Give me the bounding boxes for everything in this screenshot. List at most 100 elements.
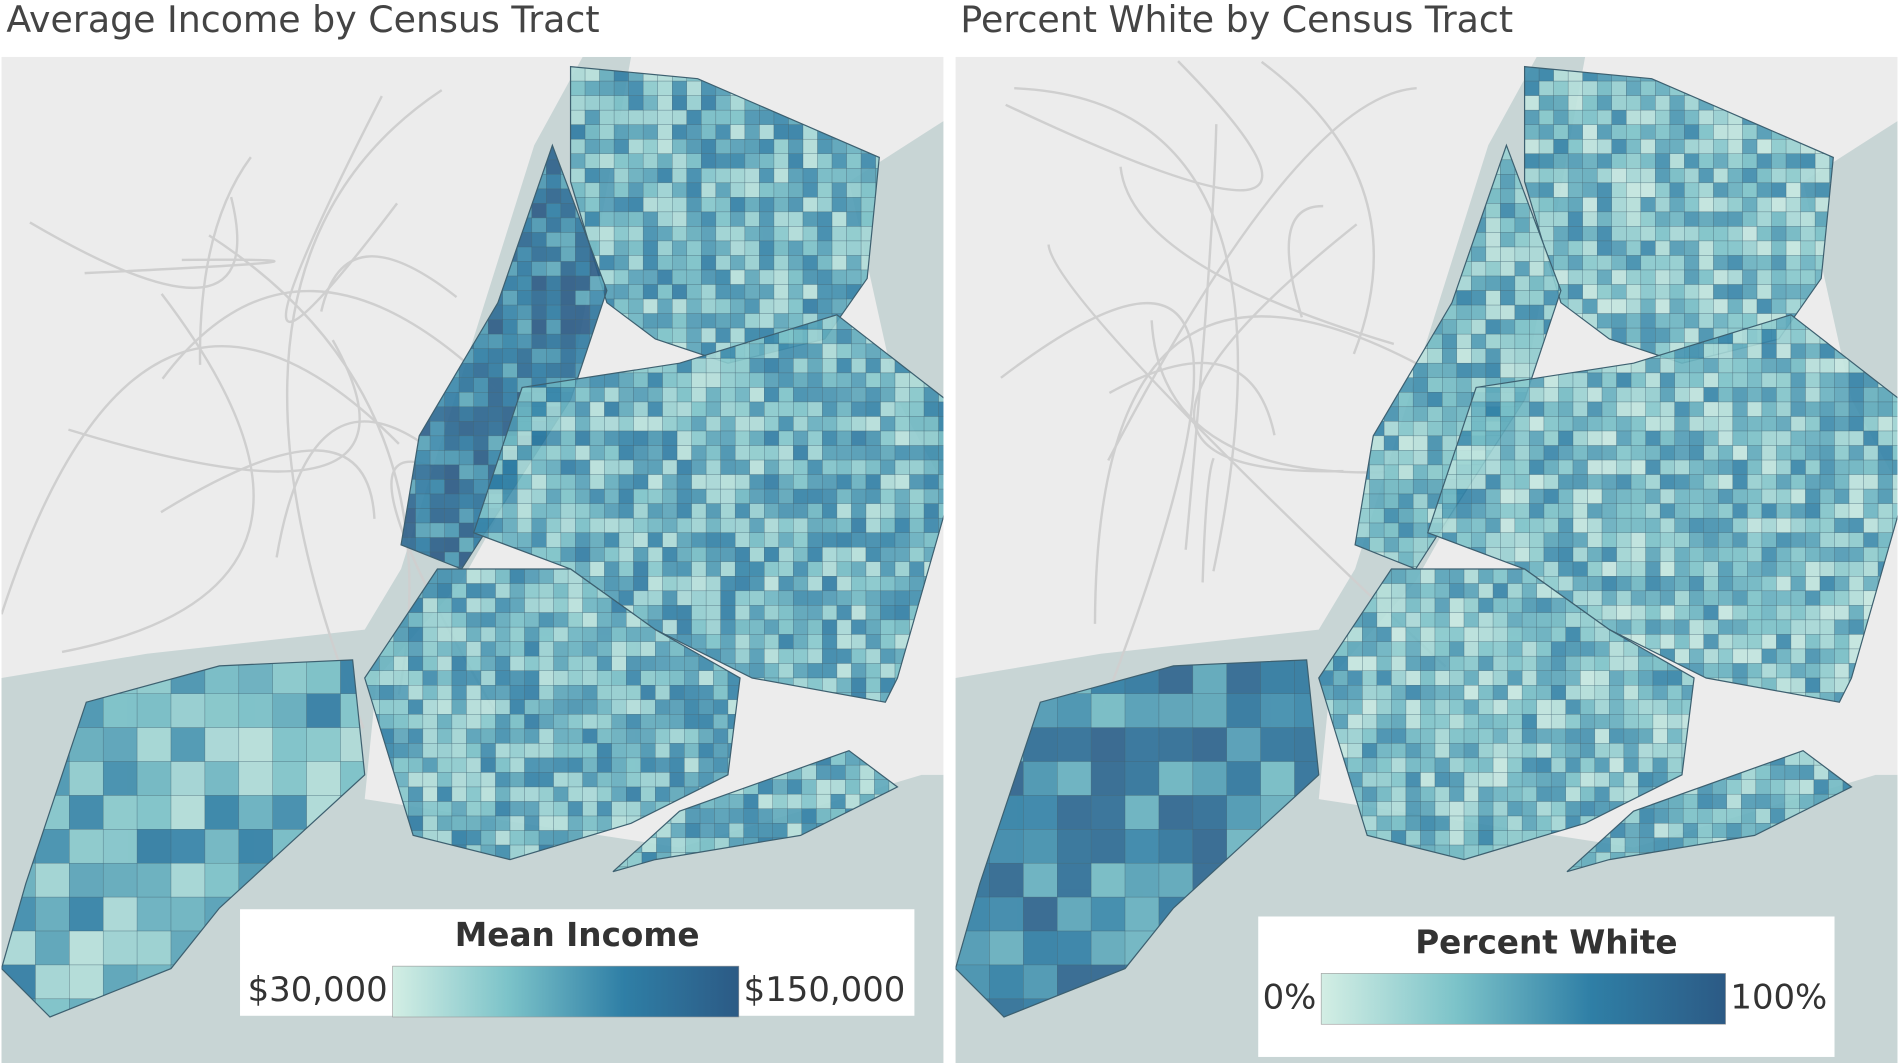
tract (567, 772, 583, 788)
tract (582, 626, 598, 642)
tract (1718, 503, 1734, 519)
tract (1492, 597, 1508, 613)
tract (715, 269, 731, 285)
tract (628, 240, 644, 256)
tract (822, 430, 838, 446)
tract (764, 358, 780, 374)
tract (1674, 590, 1690, 606)
tract (686, 95, 702, 111)
tract (672, 240, 688, 256)
tract (865, 619, 881, 635)
tract (1655, 182, 1671, 198)
tract (136, 761, 172, 796)
tract (734, 561, 750, 577)
tract (705, 576, 721, 592)
tract (715, 313, 731, 329)
tract (1362, 626, 1378, 642)
tract (567, 655, 583, 671)
tract (466, 569, 482, 584)
tract (393, 728, 409, 744)
tract (546, 517, 562, 533)
tract (749, 648, 765, 664)
tract (1727, 211, 1743, 227)
tract (1638, 728, 1654, 744)
tract (831, 284, 847, 300)
tract (1713, 269, 1729, 285)
tract (720, 605, 736, 621)
tract (473, 464, 489, 480)
tract (1630, 619, 1646, 635)
tract (701, 95, 717, 111)
tract (1391, 583, 1407, 599)
tract (625, 772, 642, 788)
tract (1659, 561, 1675, 577)
tract (1611, 211, 1627, 227)
tract (1558, 561, 1574, 577)
tract (851, 387, 867, 403)
tract (744, 255, 760, 271)
tract (599, 211, 615, 227)
tract (894, 445, 910, 461)
tract (567, 597, 583, 613)
tract (1507, 714, 1523, 730)
tract (909, 546, 925, 563)
tract (1761, 401, 1777, 417)
tract (1376, 801, 1392, 817)
tract (1640, 284, 1656, 300)
tract (1688, 372, 1705, 388)
tract (807, 546, 823, 563)
tract (1732, 605, 1748, 621)
tract (836, 517, 852, 533)
road (1184, 124, 1218, 550)
tract (744, 197, 760, 213)
tract (1449, 830, 1465, 846)
tract (1688, 561, 1705, 577)
tract (1492, 583, 1508, 599)
tract (422, 786, 438, 802)
tract (1688, 532, 1705, 548)
tract (1553, 240, 1569, 256)
road (1201, 457, 1215, 583)
tract (628, 182, 644, 198)
tract (1529, 319, 1545, 335)
tract (1427, 435, 1443, 451)
tract (730, 168, 746, 184)
tract (546, 532, 562, 548)
tract (582, 641, 598, 657)
tract (451, 786, 467, 802)
tract (699, 823, 715, 839)
tract (1611, 255, 1627, 271)
tract (684, 772, 700, 788)
tract (655, 641, 671, 657)
tract (1529, 517, 1545, 533)
tract (422, 597, 438, 613)
tract (1376, 699, 1392, 715)
tract (1652, 670, 1668, 686)
tract (845, 764, 861, 780)
tract (567, 583, 583, 599)
tract (1478, 655, 1494, 671)
tract (437, 685, 453, 701)
tract (1732, 590, 1748, 606)
tract (567, 728, 583, 744)
tract (686, 284, 702, 300)
tract (1834, 503, 1850, 519)
tract (570, 153, 586, 169)
tract (1713, 240, 1729, 256)
tract (1596, 255, 1612, 271)
tract (1819, 663, 1835, 679)
tract (1543, 430, 1559, 446)
tract (1688, 387, 1705, 403)
tract (1376, 815, 1392, 831)
tract (1434, 569, 1450, 584)
tract (686, 255, 702, 271)
tract (817, 138, 833, 155)
tract (599, 255, 615, 271)
tract (1449, 626, 1465, 642)
tract (524, 597, 540, 613)
tract (831, 197, 847, 213)
tract (715, 197, 731, 213)
tract (35, 862, 70, 898)
tract (517, 517, 533, 533)
tract (379, 699, 395, 715)
